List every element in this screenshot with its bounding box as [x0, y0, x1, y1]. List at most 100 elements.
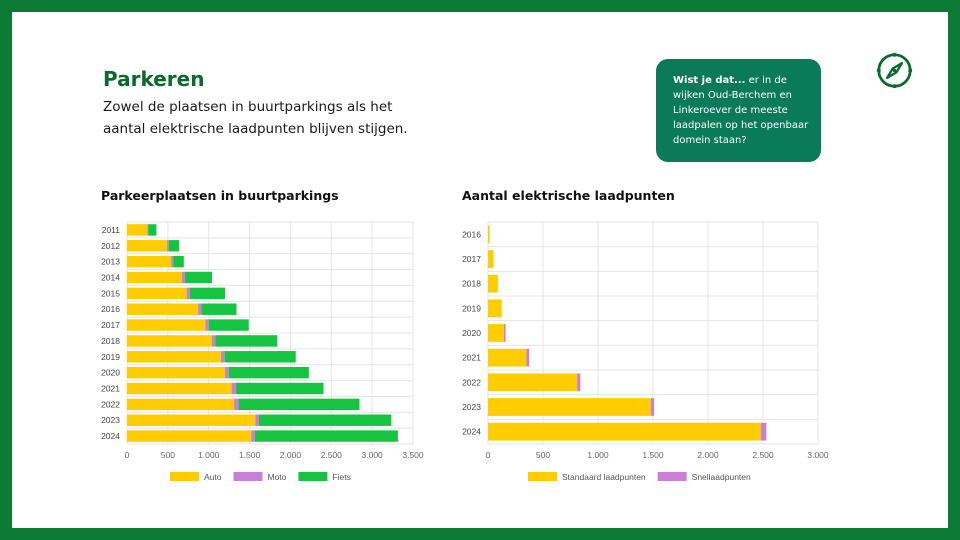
parking-bar-moto: [231, 382, 237, 395]
charging-bar-snellaadpunten: [760, 422, 767, 441]
parking-bar-fiets: [238, 398, 360, 411]
parking-y-tick-label: 2015: [101, 288, 120, 298]
parking-y-tick-label: 2018: [101, 336, 120, 346]
charging-y-tick-label: 2023: [462, 402, 481, 412]
charging-legend-label: Standaard laadpunten: [562, 472, 646, 482]
parking-bar-auto: [127, 319, 206, 331]
parking-bar-moto: [251, 430, 255, 442]
charging-bar-standaard-laadpunten: [488, 250, 494, 268]
parking-y-tick-label: 2023: [101, 415, 120, 425]
charging-x-tick-label: 2.000: [697, 450, 719, 460]
parking-bar-fiets: [236, 382, 324, 395]
parking-bar-auto: [127, 382, 232, 395]
parking-bar-auto: [127, 430, 252, 442]
parking-y-tick-label: 2017: [101, 320, 120, 330]
charging-y-tick-label: 2017: [462, 254, 481, 264]
parking-bar-moto: [205, 319, 209, 331]
info-callout-lead: Wist je dat...: [673, 75, 746, 86]
parking-bar-auto: [127, 271, 182, 284]
charging-bar-snellaadpunten: [526, 348, 530, 367]
parking-bar-fiets: [201, 303, 237, 315]
charging-x-tick-label: 0: [486, 450, 491, 460]
charging-legend-swatch: [657, 472, 687, 481]
charging-bar-snellaadpunten: [577, 373, 581, 392]
parking-x-tick-label: 1.000: [198, 450, 220, 460]
info-callout: Wist je dat... er in de wijken Oud-Berch…: [656, 59, 821, 162]
charging-x-tick-label: 1.500: [642, 450, 664, 460]
charging-x-tick-label: 1.000: [587, 450, 609, 460]
charging-legend-swatch: [528, 472, 557, 481]
parking-y-tick-label: 2019: [101, 352, 120, 362]
parking-y-tick-label: 2014: [101, 273, 120, 283]
info-callout-text: er in de wijken Oud-Berchem en Linkeroev…: [673, 75, 809, 146]
parking-bar-moto: [186, 287, 190, 300]
parking-y-tick-label: 2011: [102, 225, 121, 235]
parking-bar-moto: [147, 224, 149, 236]
charging-y-tick-label: 2021: [462, 353, 481, 363]
charging-bar-snellaadpunten: [503, 324, 506, 342]
parking-bar-fiets: [208, 319, 249, 331]
parking-bar-auto: [127, 351, 221, 363]
parking-x-tick-label: 3.500: [402, 450, 424, 460]
charging-bar-standaard-laadpunten: [488, 398, 651, 416]
charging-bar-standaard-laadpunten: [488, 348, 527, 367]
parking-bar-moto: [255, 414, 259, 426]
parking-legend-swatch: [298, 472, 328, 481]
parking-bar-auto: [127, 414, 256, 426]
parking-y-tick-label: 2021: [101, 384, 120, 394]
parking-x-tick-label: 2.500: [321, 450, 343, 460]
parking-bar-auto: [127, 287, 187, 300]
parking-x-tick-label: 500: [161, 450, 175, 460]
parking-legend-swatch: [170, 472, 199, 481]
parking-x-tick-label: 2.000: [280, 450, 302, 460]
parking-x-tick-label: 1.500: [239, 450, 261, 460]
charging-x-tick-label: 2.500: [752, 450, 774, 460]
parking-bar-fiets: [228, 366, 309, 379]
parking-x-tick-label: 0: [125, 450, 130, 460]
parking-x-tick-label: 3.000: [362, 450, 384, 460]
parking-y-tick-label: 2024: [101, 431, 120, 441]
charging-x-tick-label: 3.000: [807, 450, 829, 460]
charging-y-tick-label: 2024: [462, 427, 481, 437]
parking-bar-moto: [225, 366, 229, 379]
charging-bar-standaard-laadpunten: [488, 373, 578, 392]
chart-parking-title: Parkeerplaatsen in buurtparkings: [101, 188, 339, 203]
parking-bar-moto: [198, 303, 202, 315]
parking-bar-fiets: [215, 335, 278, 347]
charging-y-tick-label: 2019: [462, 303, 481, 313]
charging-bar-snellaadpunten: [650, 398, 655, 416]
parking-bar-auto: [127, 255, 172, 268]
parking-bar-fiets: [148, 224, 157, 236]
parking-legend-label: Fiets: [332, 472, 350, 482]
parking-legend-label: Auto: [204, 472, 222, 482]
charging-legend-label: Snellaadpunten: [692, 472, 751, 482]
parking-bar-moto: [167, 240, 169, 252]
charging-y-tick-label: 2020: [462, 328, 481, 338]
parking-legend-swatch: [233, 472, 263, 481]
parking-bar-fiets: [173, 255, 184, 268]
parking-bar-moto: [220, 351, 225, 363]
parking-bar-auto: [127, 335, 212, 347]
charging-bar-standaard-laadpunten: [488, 324, 504, 342]
parking-bar-auto: [127, 240, 168, 252]
parking-y-tick-label: 2016: [101, 304, 120, 314]
page-title: Parkeren: [103, 67, 205, 91]
parking-legend-label: Moto: [268, 472, 287, 482]
parking-y-tick-label: 2020: [101, 368, 120, 378]
charging-bar-standaard-laadpunten: [488, 422, 761, 441]
charging-y-tick-label: 2016: [462, 229, 481, 239]
parking-y-tick-label: 2013: [101, 257, 120, 267]
parking-bar-fiets: [254, 430, 398, 442]
parking-bar-fiets: [189, 287, 226, 300]
charging-bar-standaard-laadpunten: [488, 225, 490, 244]
parking-bar-auto: [127, 366, 226, 379]
chart-charging-title: Aantal elektrische laadpunten: [462, 188, 675, 203]
parking-bar-auto: [127, 398, 235, 411]
charging-x-tick-label: 500: [536, 450, 550, 460]
parking-bar-moto: [211, 335, 216, 347]
charging-bar-standaard-laadpunten: [488, 299, 502, 318]
charging-bar-standaard-laadpunten: [488, 274, 498, 293]
parking-bar-moto: [234, 398, 239, 411]
